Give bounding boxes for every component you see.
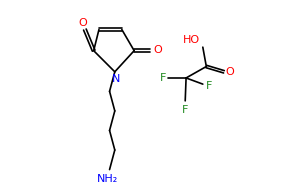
Text: O: O — [79, 18, 88, 28]
Text: O: O — [154, 45, 162, 55]
Text: NH₂: NH₂ — [97, 174, 118, 184]
Text: HO: HO — [183, 35, 200, 45]
Text: N: N — [112, 73, 120, 84]
Text: O: O — [226, 67, 234, 77]
Text: F: F — [160, 73, 166, 83]
Text: F: F — [206, 81, 212, 91]
Text: F: F — [182, 105, 188, 115]
